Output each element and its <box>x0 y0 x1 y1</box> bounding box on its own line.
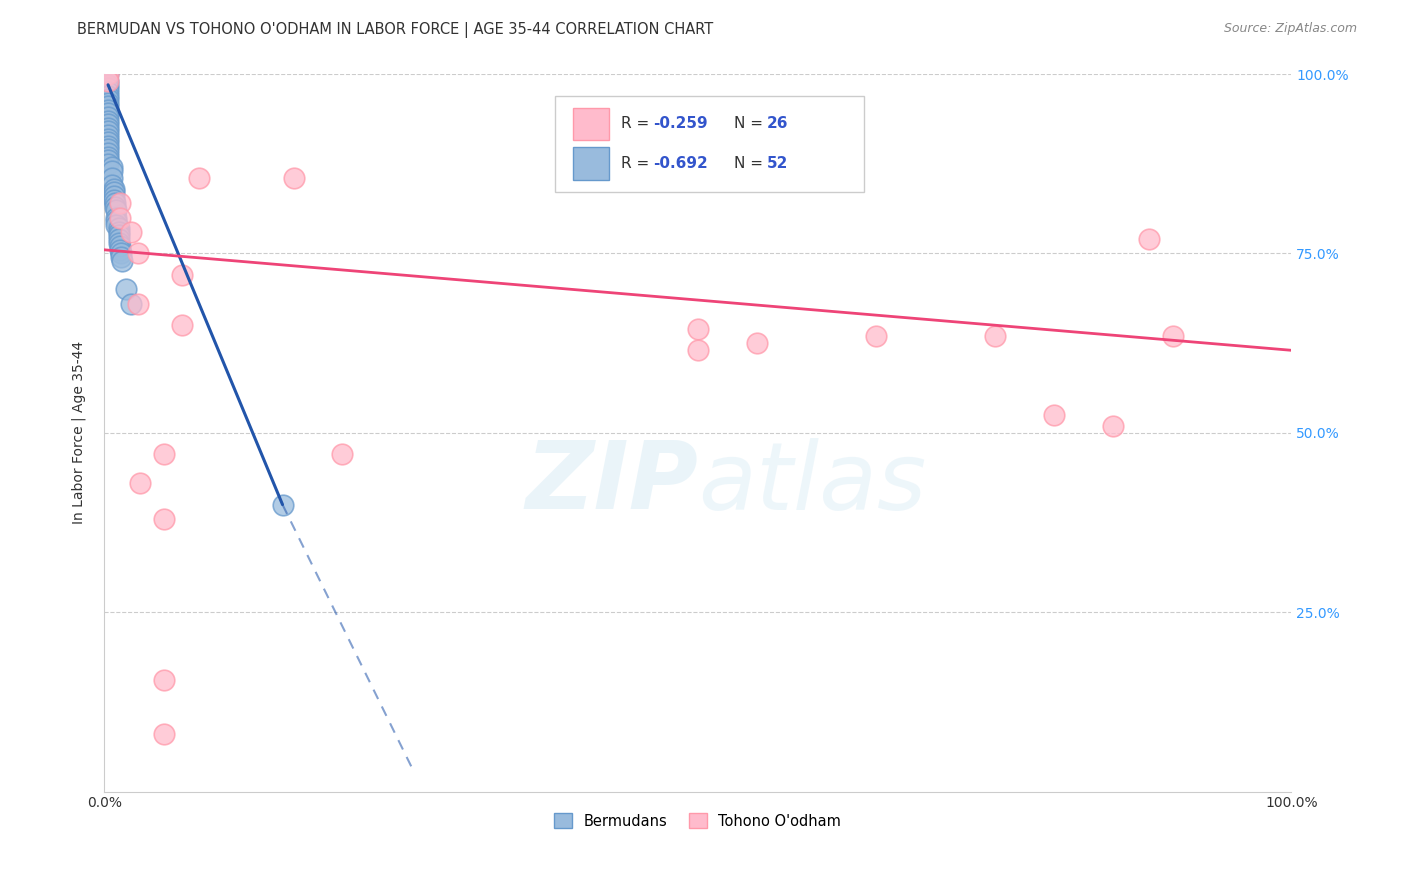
Point <box>108 243 131 257</box>
Point <box>747 336 769 351</box>
Point <box>97 135 120 149</box>
Point <box>97 99 120 113</box>
Point <box>103 186 125 200</box>
Point <box>170 268 193 282</box>
Point <box>100 171 122 186</box>
Legend: Bermudans, Tohono O'odham: Bermudans, Tohono O'odham <box>548 807 848 835</box>
Point <box>97 142 120 156</box>
Text: N =: N = <box>734 116 768 131</box>
Point <box>105 203 128 218</box>
Point <box>97 120 120 135</box>
Point <box>104 200 127 214</box>
Point <box>103 189 125 203</box>
Point <box>100 164 122 178</box>
Text: -0.692: -0.692 <box>652 156 707 171</box>
FancyBboxPatch shape <box>574 108 609 140</box>
Point <box>983 329 1005 343</box>
Point <box>110 246 132 260</box>
Point <box>105 211 128 225</box>
Point <box>103 193 125 207</box>
Text: ZIP: ZIP <box>524 437 697 529</box>
Point <box>188 171 211 186</box>
Point <box>104 196 127 211</box>
Point <box>97 149 120 163</box>
Point <box>283 171 305 186</box>
Point <box>107 225 129 239</box>
Point <box>1043 408 1066 422</box>
Point <box>686 322 709 336</box>
Point <box>105 218 128 232</box>
Text: Source: ZipAtlas.com: Source: ZipAtlas.com <box>1223 22 1357 36</box>
Point <box>97 81 120 95</box>
Point <box>97 113 120 128</box>
Point <box>127 246 149 260</box>
Text: 26: 26 <box>766 116 789 131</box>
Point <box>100 178 122 193</box>
Point <box>107 221 129 235</box>
Point <box>127 296 149 310</box>
Point <box>105 214 128 228</box>
Point <box>97 67 120 81</box>
Point <box>97 110 120 124</box>
Point <box>97 103 120 117</box>
Point <box>115 282 138 296</box>
FancyBboxPatch shape <box>555 95 865 193</box>
Point <box>97 85 120 99</box>
Point <box>110 250 132 264</box>
Text: -0.259: -0.259 <box>652 116 707 131</box>
Point <box>107 232 129 246</box>
Point <box>97 106 120 120</box>
Point <box>153 727 176 741</box>
Point <box>153 447 176 461</box>
Point <box>1137 232 1160 246</box>
Point <box>865 329 887 343</box>
Point <box>97 74 120 88</box>
Point <box>107 235 129 250</box>
Y-axis label: In Labor Force | Age 35-44: In Labor Force | Age 35-44 <box>72 342 86 524</box>
Point <box>108 211 131 225</box>
Point <box>97 92 120 106</box>
Point <box>97 117 120 131</box>
Point <box>1102 418 1125 433</box>
Point <box>129 476 152 491</box>
Point <box>686 343 709 358</box>
Text: atlas: atlas <box>697 438 927 529</box>
Text: R =: R = <box>621 156 654 171</box>
Point <box>120 225 142 239</box>
Point <box>153 512 176 526</box>
Point <box>97 67 120 81</box>
Point <box>103 182 125 196</box>
Point <box>97 145 120 160</box>
Point <box>97 88 120 103</box>
Text: 52: 52 <box>766 156 789 171</box>
Point <box>1161 329 1184 343</box>
Text: R =: R = <box>621 116 654 131</box>
Text: BERMUDAN VS TOHONO O'ODHAM IN LABOR FORCE | AGE 35-44 CORRELATION CHART: BERMUDAN VS TOHONO O'ODHAM IN LABOR FORC… <box>77 22 714 38</box>
Point <box>271 498 294 512</box>
Point <box>100 161 122 175</box>
Point <box>153 673 176 688</box>
Point <box>108 239 131 253</box>
Point <box>170 318 193 333</box>
Point <box>97 153 120 168</box>
Point <box>97 131 120 145</box>
Point <box>97 95 120 110</box>
Point <box>97 78 120 92</box>
Point <box>120 296 142 310</box>
Point <box>97 138 120 153</box>
FancyBboxPatch shape <box>574 147 609 179</box>
Point <box>97 128 120 142</box>
Point <box>97 74 120 88</box>
Text: N =: N = <box>734 156 768 171</box>
Point <box>107 228 129 243</box>
Point <box>97 124 120 138</box>
Point <box>108 196 131 211</box>
Point <box>330 447 353 461</box>
Point <box>97 157 120 171</box>
Point <box>111 253 134 268</box>
